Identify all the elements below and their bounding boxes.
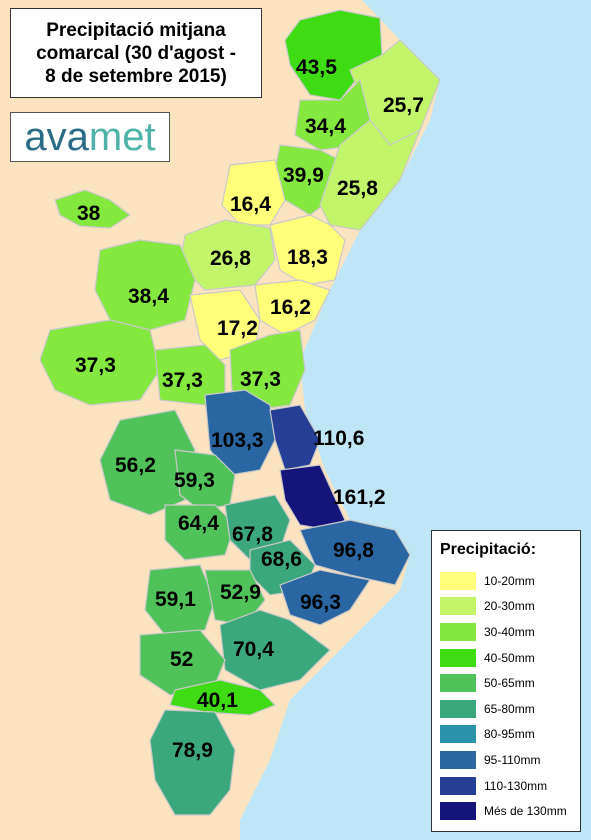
value-label: 38: [77, 202, 101, 225]
value-label: 110,6: [313, 427, 364, 450]
value-label: 37,3: [162, 369, 203, 392]
legend-swatch: [440, 802, 476, 821]
value-label: 40,1: [197, 689, 238, 712]
legend-label: 65-80mm: [484, 701, 535, 716]
legend-items: 10-20mm 20-30mm 30-40mm 40-50mm 50-65mm 65-80…: [440, 568, 572, 824]
region-59-1: [144, 564, 216, 636]
legend-label: 30-40mm: [484, 624, 535, 639]
value-label: 70,4: [233, 638, 274, 661]
value-label: 96,3: [300, 591, 341, 614]
legend-label: 10-20mm: [484, 573, 535, 588]
legend-item: 80-95mm: [440, 722, 572, 748]
value-label: 78,9: [172, 739, 213, 762]
legend-swatch: [440, 648, 476, 667]
logo-text-part2: met: [88, 115, 156, 159]
legend: Precipitació: 10-20mm 20-30mm 30-40mm 40-50…: [431, 530, 581, 832]
legend-item: 50-65mm: [440, 670, 572, 696]
value-label: 34,4: [305, 115, 346, 138]
title-line: Precipitació mitjana: [46, 19, 226, 41]
value-label: 18,3: [287, 246, 328, 269]
region-96-3: [279, 569, 371, 626]
legend-item: 110-130mm: [440, 773, 572, 799]
value-label: 103,3: [211, 429, 264, 452]
legend-swatch: [440, 674, 476, 693]
logo-text-part1: ava: [24, 115, 89, 159]
legend-swatch: [440, 571, 476, 590]
title-line: comarcal (30 d'agost -: [36, 42, 236, 64]
legend-item: 95-110mm: [440, 747, 572, 773]
legend-swatch: [440, 776, 476, 795]
value-label: 68,6: [261, 548, 302, 571]
legend-label: 110-130mm: [484, 778, 548, 793]
legend-item: 65-80mm: [440, 696, 572, 722]
avamet-logo: avamet: [10, 112, 170, 162]
value-label: 25,8: [337, 177, 378, 200]
value-label: 37,3: [240, 368, 281, 391]
title-line: 8 de setembre 2015): [45, 65, 227, 87]
region-38-4: [94, 239, 196, 331]
legend-label: 40-50mm: [484, 650, 535, 665]
region-18-3: [269, 214, 346, 286]
value-label: 26,8: [210, 247, 251, 270]
value-label: 59,3: [174, 469, 215, 492]
region-103-3: [204, 389, 276, 476]
value-label: 16,2: [270, 296, 311, 319]
legend-swatch: [440, 699, 476, 718]
region-96-8: [299, 519, 411, 586]
legend-item: 30-40mm: [440, 619, 572, 645]
value-label: 161,2: [333, 486, 386, 509]
value-label: 64,4: [178, 512, 219, 535]
region-78-9: [149, 709, 236, 816]
region-25-8: [319, 119, 422, 231]
legend-swatch: [440, 622, 476, 641]
legend-title: Precipitació:: [440, 541, 537, 558]
value-label: 37,3: [75, 354, 116, 377]
region-64-4: [164, 504, 236, 561]
value-label: 43,5: [296, 56, 337, 79]
legend-item: 40-50mm: [440, 645, 572, 671]
legend-label: 20-30mm: [484, 599, 535, 614]
value-label: 52,9: [220, 581, 261, 604]
legend-item: 10-20mm: [440, 568, 572, 594]
region-70-4: [219, 609, 331, 691]
region-110-6: [269, 404, 321, 471]
value-label: 16,4: [230, 193, 271, 216]
region-40-1: [169, 679, 277, 716]
region-37-3-a: [39, 319, 161, 406]
value-label: 39,9: [283, 164, 324, 187]
value-label: 17,2: [217, 317, 258, 340]
value-label: 59,1: [155, 588, 196, 611]
legend-label: 95-110mm: [484, 752, 541, 767]
legend-item: Més de 130mm: [440, 798, 572, 824]
legend-swatch: [440, 725, 476, 744]
legend-label: 80-95mm: [484, 727, 535, 742]
map-title: Precipitació mitjana comarcal (30 d'agos…: [10, 8, 262, 98]
legend-swatch: [440, 750, 476, 769]
value-label: 25,7: [383, 94, 424, 117]
legend-label: Més de 130mm: [484, 804, 567, 819]
value-label: 67,8: [232, 523, 273, 546]
legend-item: 20-30mm: [440, 594, 572, 620]
value-label: 56,2: [115, 454, 156, 477]
value-label: 96,8: [333, 539, 374, 562]
value-label: 52: [170, 648, 193, 671]
legend-swatch: [440, 597, 476, 616]
value-label: 38,4: [128, 285, 169, 308]
region-38: [54, 189, 132, 229]
legend-label: 50-65mm: [484, 676, 535, 691]
